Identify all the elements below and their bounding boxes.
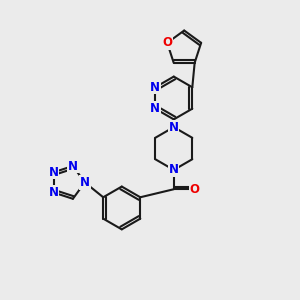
Text: N: N: [150, 102, 160, 115]
Text: N: N: [68, 160, 78, 172]
Text: N: N: [80, 176, 90, 189]
Text: N: N: [49, 186, 58, 199]
Text: N: N: [49, 166, 58, 179]
Text: N: N: [169, 164, 179, 176]
Text: N: N: [150, 81, 160, 94]
Text: O: O: [162, 36, 172, 49]
Text: O: O: [190, 183, 200, 196]
Text: N: N: [169, 121, 179, 134]
